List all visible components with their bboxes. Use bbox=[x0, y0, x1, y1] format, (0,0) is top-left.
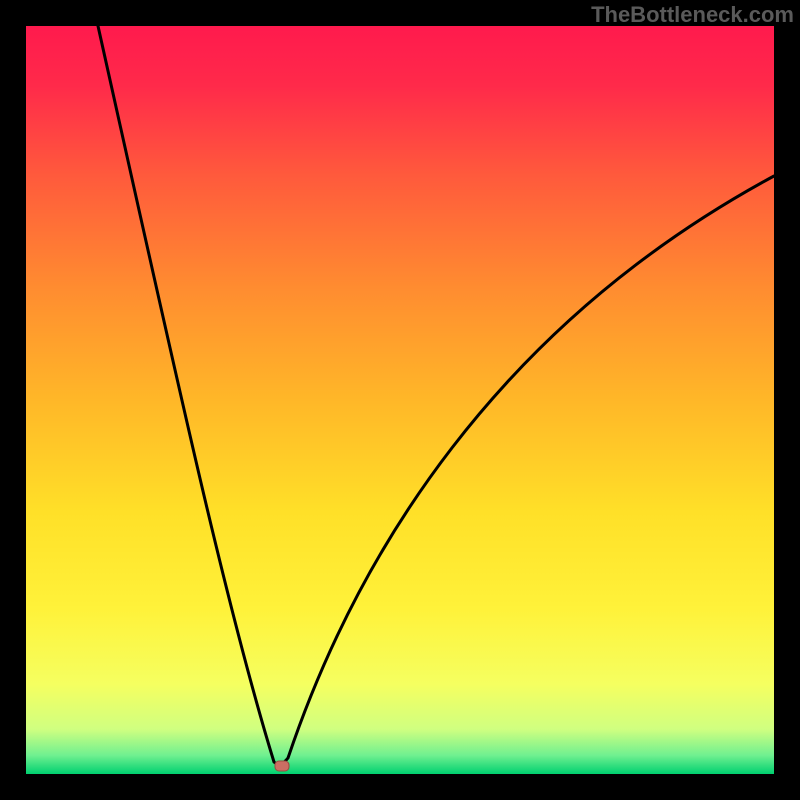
plot-area bbox=[26, 26, 774, 774]
plot-svg bbox=[26, 26, 774, 774]
cusp-marker bbox=[275, 761, 289, 771]
watermark-text: TheBottleneck.com bbox=[591, 2, 794, 28]
background-rect bbox=[26, 26, 774, 774]
chart-container: TheBottleneck.com bbox=[0, 0, 800, 800]
